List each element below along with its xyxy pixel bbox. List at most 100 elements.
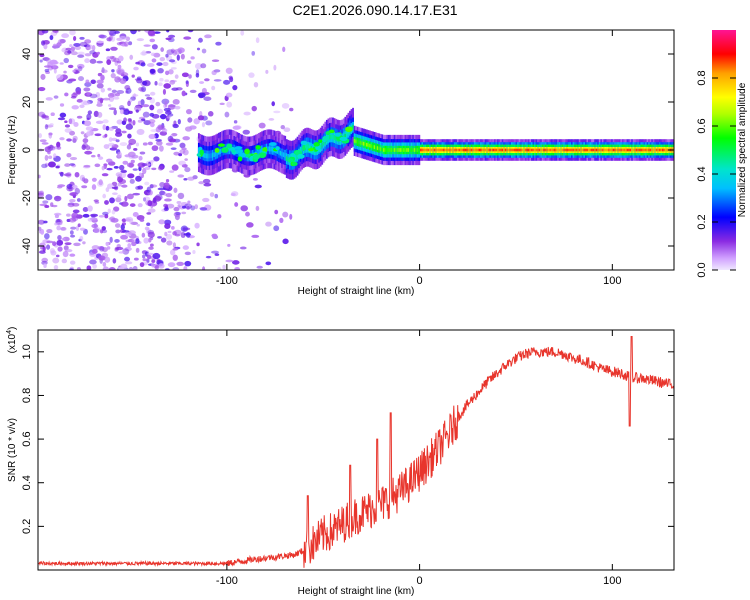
- signal-cell: [632, 148, 635, 152]
- noise-speck: [164, 100, 168, 108]
- noise-speck: [181, 164, 188, 168]
- noise-speck: [149, 122, 155, 128]
- noise-speck: [127, 173, 135, 179]
- noise-speck: [72, 209, 80, 214]
- snr-frame: [37, 329, 675, 571]
- noise-speck: [146, 222, 151, 226]
- noise-speck: [174, 105, 181, 110]
- noise-speck: [83, 87, 91, 92]
- noise-speck: [102, 97, 111, 101]
- signal-cell: [646, 148, 649, 152]
- noise-speck: [120, 201, 129, 207]
- signal-cell: [359, 140, 362, 145]
- noise-speck: [176, 201, 182, 205]
- noise-speck: [66, 138, 72, 142]
- noise-speck: [149, 243, 154, 247]
- noise-speck: [223, 79, 231, 85]
- noise-speck: [112, 192, 118, 195]
- noise-speck: [73, 242, 81, 247]
- noise-speck: [154, 80, 158, 86]
- noise-speck: [135, 109, 139, 113]
- noise-speck: [170, 225, 175, 230]
- snr-scale-close: ): [7, 327, 18, 330]
- signal-cell: [538, 148, 541, 152]
- noise-speck: [108, 267, 116, 270]
- noise-speck: [207, 111, 214, 117]
- noise-speck: [149, 184, 158, 188]
- noise-speck: [106, 56, 111, 61]
- noise-speck: [195, 73, 200, 78]
- noise-speck: [118, 55, 124, 62]
- noise-speck: [162, 88, 167, 95]
- noise-speck: [91, 248, 98, 254]
- noise-speck: [66, 186, 74, 192]
- signal-cell: [530, 148, 533, 152]
- noise-speck: [53, 195, 62, 202]
- noise-speck: [243, 111, 251, 116]
- signal-cell: [509, 148, 512, 152]
- noise-speck: [64, 128, 72, 133]
- noise-speck: [68, 78, 77, 82]
- noise-speck: [124, 195, 128, 202]
- signal-cell: [276, 149, 279, 154]
- noise-speck: [136, 78, 143, 84]
- noise-speck: [43, 43, 48, 50]
- signal-cell: [615, 148, 618, 152]
- signal-cell: [662, 148, 664, 152]
- noise-speck: [178, 160, 186, 166]
- noise-speck: [50, 112, 55, 117]
- noise-speck: [166, 115, 171, 119]
- signal-cell: [295, 155, 297, 161]
- noise-speck: [217, 214, 222, 219]
- noise-speck: [74, 188, 81, 195]
- noise-speck: [100, 74, 105, 81]
- noise-speck: [124, 154, 132, 158]
- signal-cell: [574, 148, 576, 152]
- signal-blob: [297, 153, 305, 159]
- noise-speck: [182, 245, 190, 250]
- signal-cell: [207, 153, 210, 159]
- signal-cell: [415, 148, 418, 152]
- noise-speck: [73, 121, 79, 127]
- y-tick-label: 0.6: [21, 431, 33, 446]
- noise-speck: [127, 193, 134, 200]
- noise-speck: [76, 115, 83, 119]
- noise-speck: [114, 223, 121, 228]
- signal-cell: [443, 148, 445, 152]
- noise-speck: [64, 120, 68, 124]
- noise-speck: [53, 95, 59, 99]
- snr-scale-base: (x10: [7, 333, 18, 353]
- noise-speck: [151, 145, 159, 152]
- noise-speck: [182, 136, 190, 141]
- y-tick-label: 0: [21, 147, 33, 153]
- noise-speck: [139, 151, 146, 155]
- noise-speck: [104, 200, 109, 205]
- noise-speck: [248, 72, 255, 78]
- noise-speck: [217, 267, 222, 270]
- noise-speck: [251, 105, 257, 112]
- signal-cell: [329, 134, 331, 140]
- noise-speck: [173, 211, 181, 218]
- noise-speck: [143, 197, 147, 202]
- signal-blob: [255, 145, 261, 150]
- noise-speck: [177, 174, 185, 178]
- noise-speck: [172, 49, 178, 56]
- noise-speck: [157, 124, 164, 130]
- noise-speck: [172, 123, 179, 129]
- signal-cell: [603, 148, 606, 152]
- signal-cell: [617, 148, 620, 152]
- signal-cell: [606, 148, 609, 152]
- signal-cell: [546, 148, 549, 152]
- noise-speck: [273, 110, 281, 114]
- noise-speck: [52, 65, 56, 69]
- noise-speck: [76, 63, 85, 69]
- noise-speck: [108, 126, 114, 131]
- noise-speck: [50, 250, 57, 256]
- noise-speck: [172, 248, 179, 251]
- signal-cell: [611, 148, 613, 152]
- noise-speck: [91, 177, 97, 182]
- noise-speck: [137, 119, 143, 123]
- noise-speck: [120, 224, 125, 231]
- signal-cell: [447, 148, 450, 152]
- signal-cell: [375, 145, 378, 150]
